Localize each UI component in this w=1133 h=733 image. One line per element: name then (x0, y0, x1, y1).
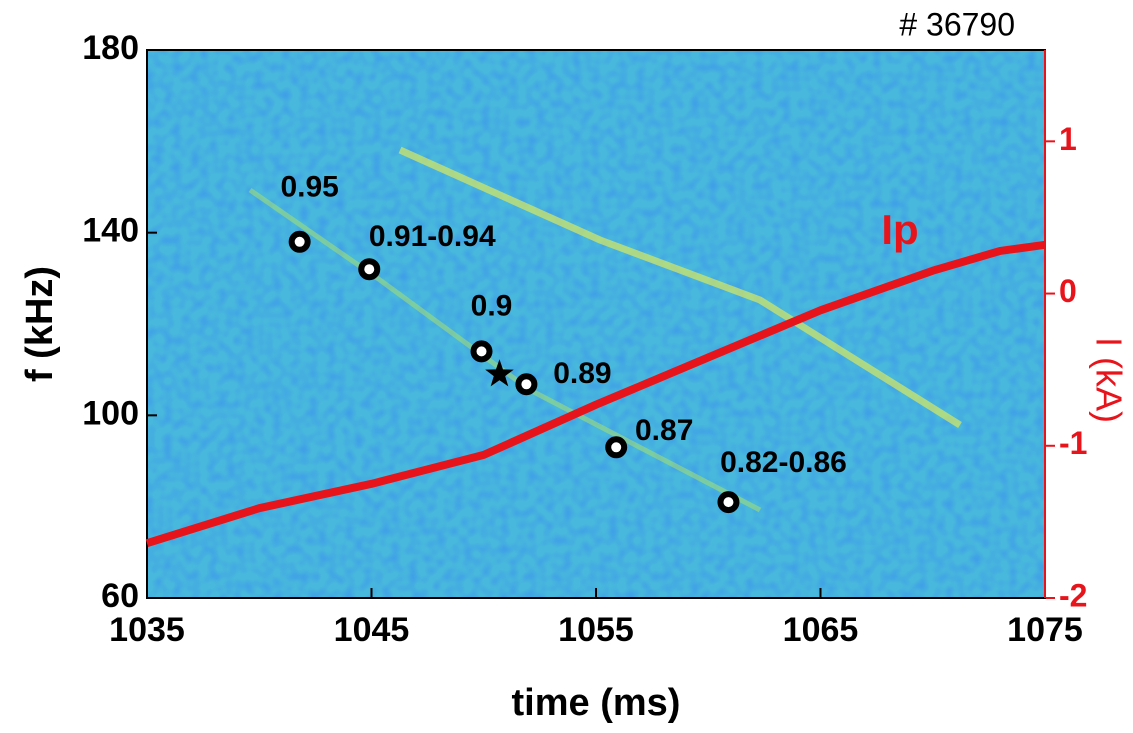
current-line (145, 240, 1046, 548)
x-tick-label: 1045 (334, 611, 410, 649)
y2-tick-label: 1 (1059, 121, 1077, 157)
mode-streak (248, 187, 762, 513)
y2-tick-label: -1 (1059, 425, 1087, 461)
spectrogram-noise (147, 50, 1045, 598)
y-axis-label: f (kHz) (19, 266, 61, 382)
y-tick-label: 140 (82, 212, 139, 250)
point-label: 0.89 (553, 357, 611, 390)
point-marker (288, 230, 311, 253)
y2-tick-label: 0 (1059, 273, 1077, 309)
chart-title: # 36790 (899, 6, 1015, 42)
y-tick-label: 180 (82, 29, 139, 67)
point-label: 0.9 (471, 289, 513, 322)
mode-streak (398, 146, 962, 428)
point-label: 0.95 (280, 171, 338, 204)
point-marker (717, 491, 740, 514)
x-tick-label: 1065 (783, 611, 859, 649)
point-marker (470, 340, 493, 363)
y-tick-label: 100 (82, 394, 139, 432)
series-label: Ip (881, 206, 918, 253)
point-marker (358, 258, 381, 281)
point-label: 0.87 (635, 414, 693, 447)
y-tick-label: 60 (101, 577, 139, 615)
x-tick-label: 1055 (558, 611, 634, 649)
x-tick-label: 1035 (109, 611, 185, 649)
y2-axis-label: I (kA) (1088, 337, 1129, 423)
y2-tick-label: -2 (1059, 577, 1087, 613)
point-label: 0.82-0.86 (720, 446, 847, 479)
x-tick-label: 1075 (1007, 611, 1083, 649)
point-label: 0.91-0.94 (369, 220, 496, 253)
point-marker (515, 373, 538, 396)
point-marker (605, 436, 628, 459)
x-axis-label: time (ms) (512, 682, 681, 724)
star-marker (485, 359, 514, 387)
